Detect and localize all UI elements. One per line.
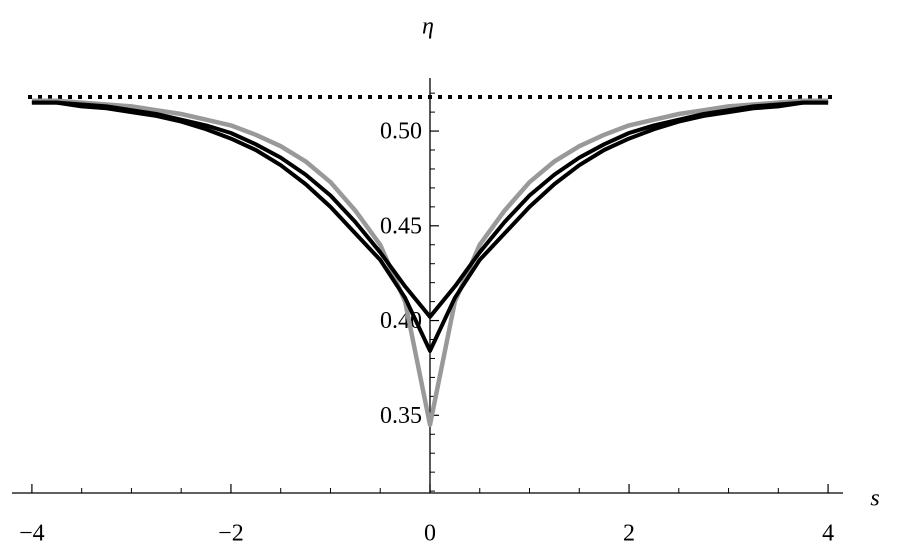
y-axis-label: η <box>422 14 434 40</box>
series-line <box>31 100 829 353</box>
series-line <box>31 98 829 428</box>
y-tick-label: 0.50 <box>380 119 422 145</box>
y-tick-label: 0.35 <box>380 403 422 429</box>
x-tick-label: 4 <box>822 521 834 547</box>
x-axis-label: s <box>870 486 879 512</box>
x-tick-label: 2 <box>623 521 635 547</box>
x-tick-label: 0 <box>424 521 436 547</box>
y-tick-label: 0.45 <box>380 213 422 239</box>
x-tick-label: −4 <box>19 521 45 547</box>
x-tick-label: −2 <box>218 521 244 547</box>
